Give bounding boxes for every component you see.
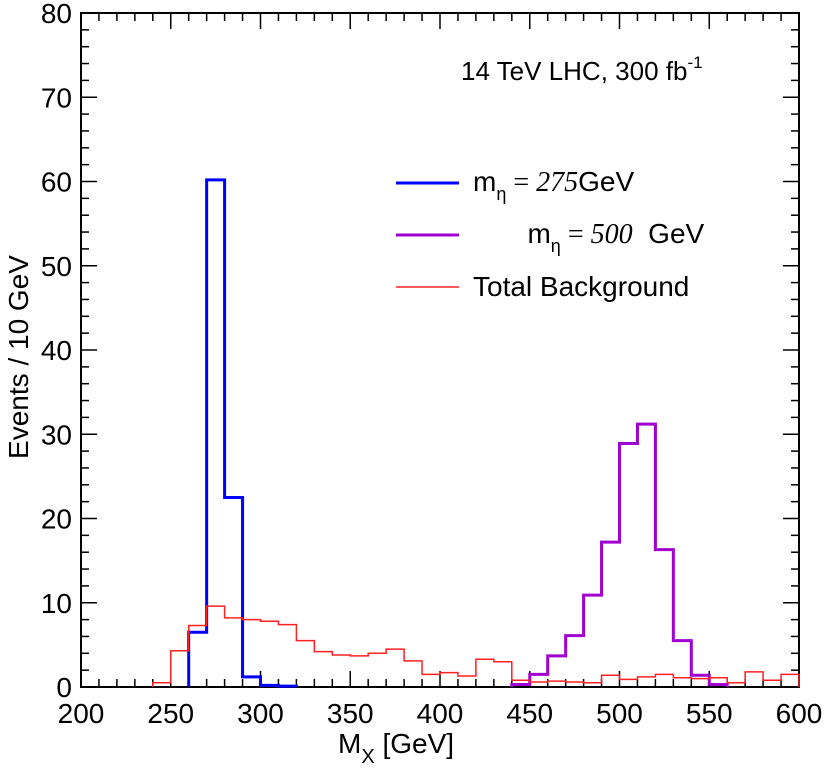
x-tick-label: 250 <box>147 698 194 729</box>
annotation-superscript: -1 <box>687 53 702 72</box>
y-tick-label: 70 <box>41 82 72 113</box>
series-signal-500-line <box>510 422 729 687</box>
series-layer <box>152 178 800 688</box>
y-tick-label: 50 <box>41 251 72 282</box>
x-tick-labels: 200 250 300 350 400 450 500 550 600 <box>58 698 823 729</box>
x-tick-label: 350 <box>327 698 374 729</box>
x-tick-label: 300 <box>237 698 284 729</box>
legend-label-275: mη = 275GeV <box>473 166 634 204</box>
x-tick-label: 550 <box>686 698 733 729</box>
y-tick-labels: 0 10 20 30 40 50 60 70 80 <box>41 0 72 703</box>
y-tick-label: 40 <box>41 335 72 366</box>
y-axis-label: Events / 10 GeV <box>3 255 34 459</box>
y-tick-label: 10 <box>41 588 72 619</box>
x-tick-label: 450 <box>506 698 553 729</box>
axis-ticks <box>80 12 800 688</box>
series-signal-275-line <box>187 178 298 688</box>
x-tick-label: 400 <box>417 698 464 729</box>
y-tick-label: 20 <box>41 504 72 535</box>
x-tick-label: 200 <box>58 698 105 729</box>
legend: mη = 275GeV mη = 500 GeV Total Backgroun… <box>396 166 743 302</box>
legend-label-500: mη = 500 GeV <box>473 218 743 256</box>
y-tick-label: 0 <box>56 672 72 703</box>
plot-frame <box>80 12 800 688</box>
x-axis-label: MX [GeV] <box>338 728 454 768</box>
series-background-line <box>152 605 800 687</box>
y-tick-label: 60 <box>41 167 72 198</box>
y-tick-label: 30 <box>41 419 72 450</box>
annotation-label: 14 TeV LHC, 300 fb-1 <box>461 53 703 86</box>
x-tick-label: 600 <box>776 698 823 729</box>
x-tick-label: 500 <box>596 698 643 729</box>
y-tick-label: 80 <box>41 0 72 29</box>
legend-label-background: Total Background <box>473 271 689 302</box>
